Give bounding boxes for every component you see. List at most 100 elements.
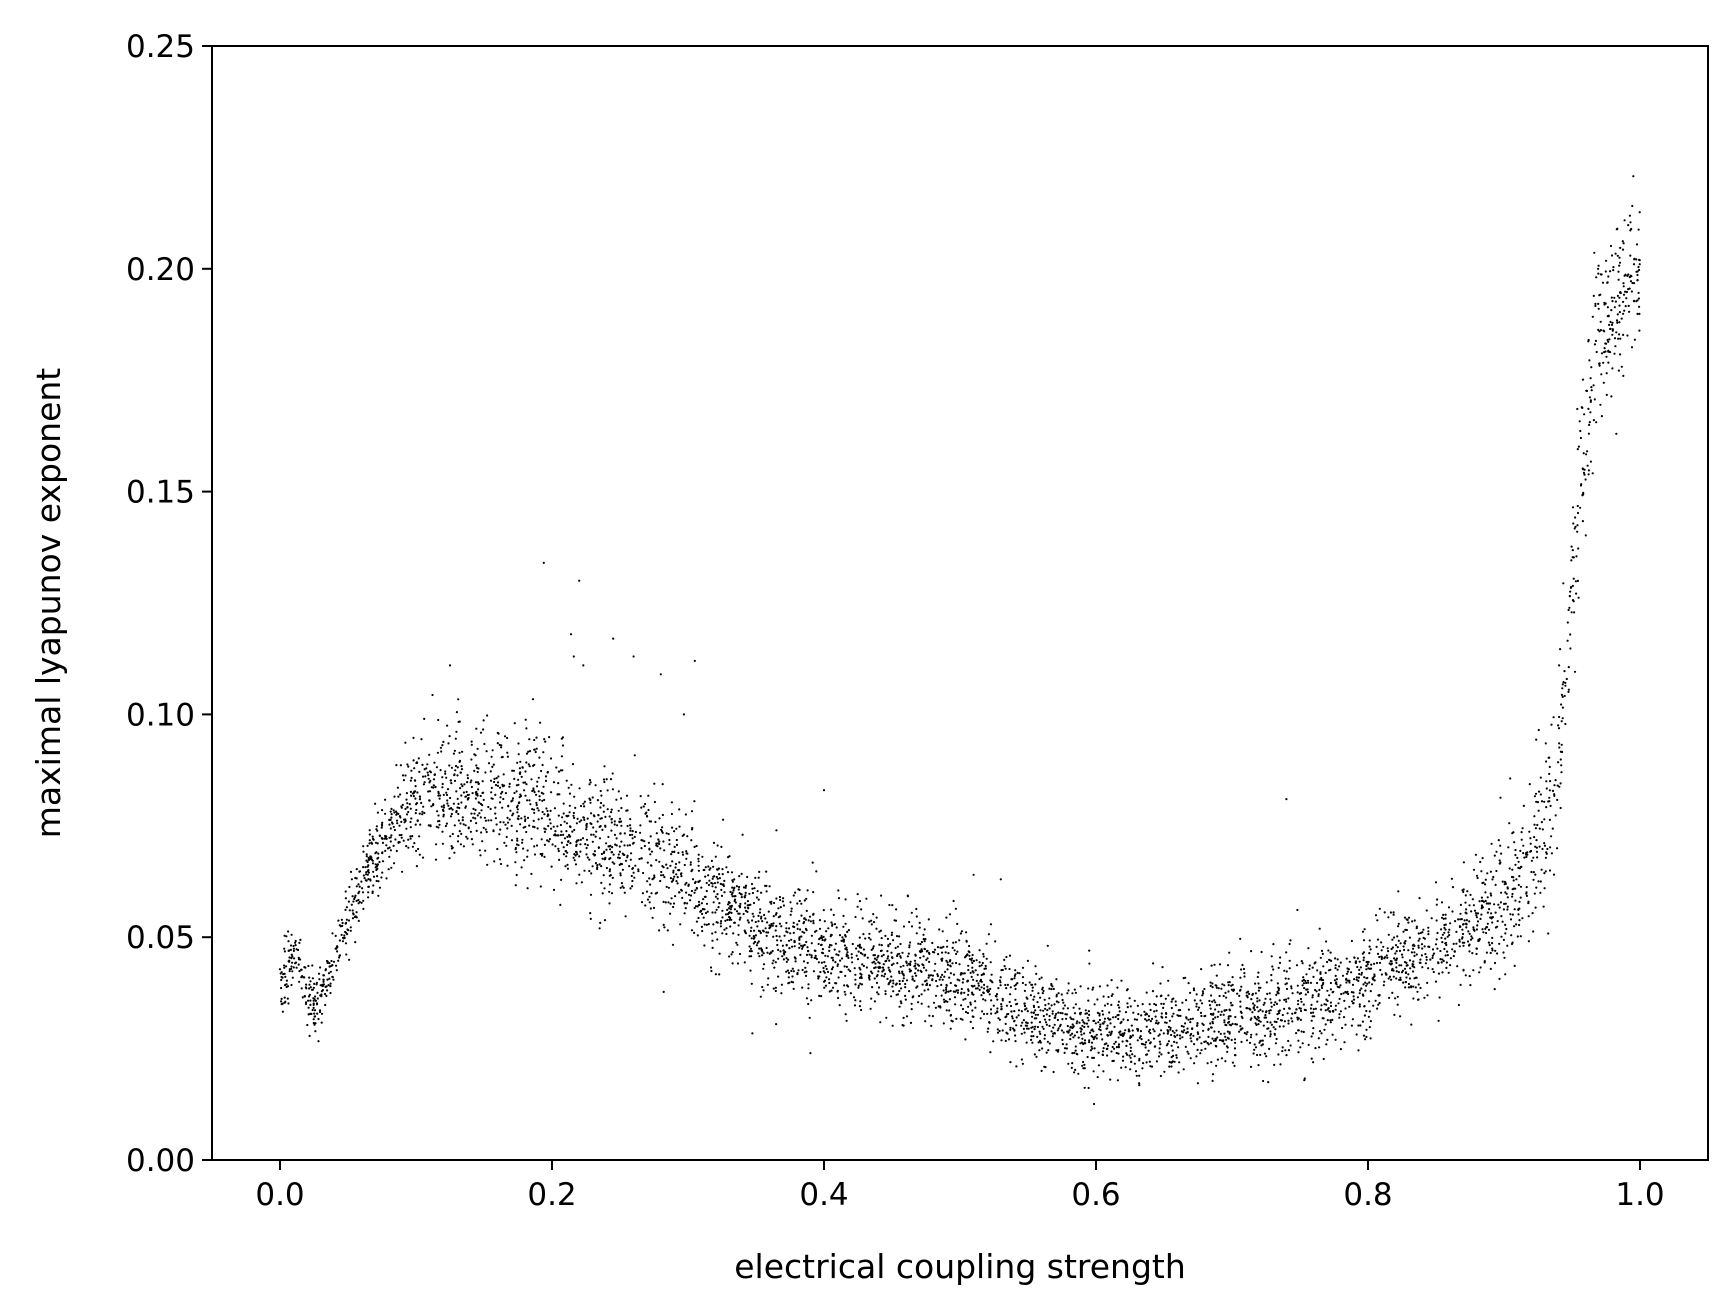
data-point <box>940 958 943 961</box>
data-point <box>1498 859 1501 862</box>
data-point <box>792 921 795 925</box>
data-point <box>1616 294 1619 297</box>
data-point <box>312 1018 315 1021</box>
data-point <box>511 797 515 800</box>
data-point <box>1146 1013 1149 1016</box>
data-point <box>1548 765 1551 769</box>
data-point <box>1080 1033 1083 1036</box>
data-point <box>1587 469 1590 472</box>
data-point <box>1158 1040 1161 1043</box>
data-point <box>676 882 679 885</box>
data-point <box>390 834 393 837</box>
data-point <box>1410 1023 1413 1026</box>
data-point <box>1350 1024 1353 1027</box>
data-point <box>820 934 823 938</box>
data-point <box>1145 991 1148 994</box>
data-point <box>1385 954 1388 957</box>
data-point <box>537 818 540 821</box>
data-point <box>1009 1004 1013 1008</box>
data-point <box>1511 895 1514 898</box>
data-point <box>1446 935 1449 938</box>
data-point <box>1246 1007 1249 1010</box>
data-point <box>1625 290 1628 294</box>
data-point <box>458 751 461 754</box>
data-point <box>355 899 358 903</box>
data-point <box>1533 795 1536 798</box>
data-point <box>870 919 873 922</box>
data-point <box>1339 1010 1342 1013</box>
data-point <box>1257 982 1260 985</box>
data-point <box>524 825 527 828</box>
data-point <box>464 806 467 809</box>
data-point <box>1460 918 1463 921</box>
data-point <box>1475 916 1478 919</box>
data-point <box>989 923 993 926</box>
data-point <box>1412 997 1415 1000</box>
data-point <box>1323 1003 1326 1006</box>
data-point <box>810 934 814 937</box>
data-point <box>987 933 991 936</box>
data-point <box>409 807 412 810</box>
data-point <box>355 885 358 888</box>
data-point <box>662 874 665 877</box>
data-point <box>1138 1084 1141 1087</box>
data-point <box>1268 1047 1271 1050</box>
data-point <box>728 918 731 922</box>
data-point <box>407 838 410 841</box>
data-point <box>1305 973 1308 976</box>
data-point <box>836 964 839 968</box>
data-point <box>735 910 739 913</box>
data-point <box>1570 545 1573 548</box>
data-point <box>690 870 693 873</box>
data-point <box>1039 996 1042 999</box>
data-point <box>1296 984 1299 987</box>
data-point <box>1057 1001 1060 1004</box>
data-point <box>1300 960 1303 963</box>
data-point <box>620 882 624 885</box>
data-point <box>309 980 312 983</box>
data-point <box>1196 1082 1199 1085</box>
data-point <box>884 972 887 976</box>
data-point <box>1084 1009 1087 1012</box>
data-point <box>1170 1056 1173 1059</box>
data-point <box>1097 1064 1100 1067</box>
data-point <box>524 819 527 823</box>
data-point <box>1021 976 1025 979</box>
data-point <box>527 763 530 766</box>
data-point <box>1464 901 1467 904</box>
data-point <box>1540 821 1543 824</box>
data-point <box>1448 928 1451 931</box>
data-point <box>470 743 473 746</box>
data-point <box>1051 1035 1054 1038</box>
data-point <box>1043 1018 1047 1021</box>
data-point <box>1528 783 1531 786</box>
data-point <box>582 816 585 819</box>
data-point <box>781 944 785 947</box>
data-point <box>1432 952 1436 955</box>
data-point <box>1094 1022 1097 1025</box>
data-point <box>447 804 450 807</box>
data-point <box>1274 1028 1277 1031</box>
data-point <box>525 752 529 755</box>
data-point <box>752 937 756 940</box>
data-point <box>516 811 519 814</box>
data-point <box>623 832 626 835</box>
data-point <box>1235 1023 1238 1026</box>
data-point <box>917 942 920 945</box>
data-point <box>1345 978 1348 981</box>
data-point <box>1022 1027 1025 1030</box>
data-point <box>470 758 473 761</box>
data-point <box>997 987 1000 990</box>
data-point <box>1064 1013 1067 1016</box>
data-point <box>1392 911 1395 914</box>
data-point <box>301 996 304 999</box>
data-point <box>1412 960 1415 963</box>
data-point <box>1031 1015 1034 1018</box>
data-point <box>517 753 520 756</box>
data-point <box>971 1009 974 1012</box>
data-point <box>939 976 942 979</box>
data-point <box>1590 386 1593 389</box>
data-point <box>435 843 438 846</box>
data-point <box>362 899 365 902</box>
